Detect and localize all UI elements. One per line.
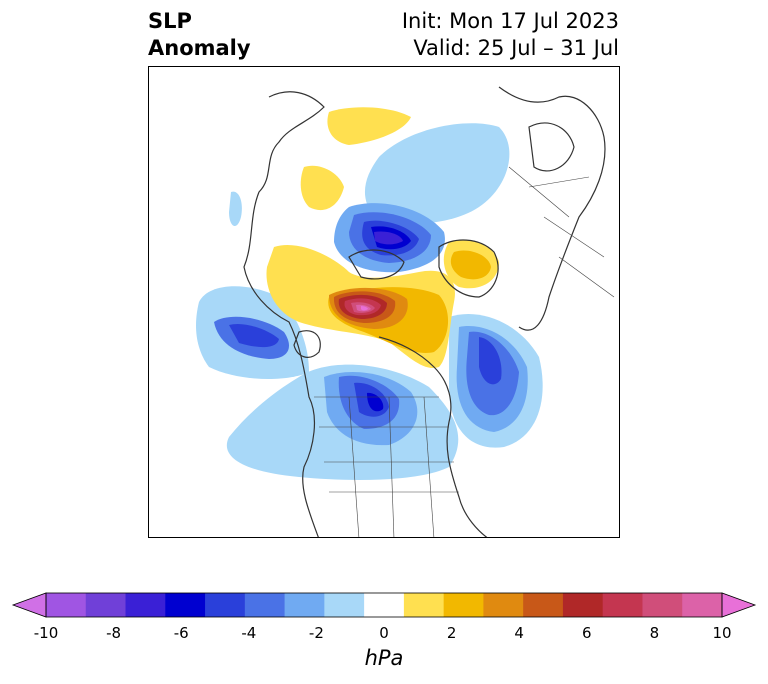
colorbar-tick-label: 8 [649, 624, 660, 642]
colorbar-cell [483, 593, 524, 617]
colorbar-outline [45, 592, 723, 618]
anomaly-map [196, 86, 615, 537]
colorbar-cell [284, 593, 325, 617]
coastlines [243, 86, 606, 537]
colorbar-cell [85, 593, 127, 617]
colorbar-cell [165, 593, 206, 617]
colorbar-tick-label: -8 [106, 624, 122, 642]
positive-anomaly-contours [266, 107, 499, 368]
colorbar-cell [46, 593, 87, 617]
colorbar-cell [562, 593, 604, 617]
colorbar-unit-label: hPa [364, 646, 404, 670]
colorbar-tick-label: 2 [446, 624, 457, 642]
forecast-dates: Init: Mon 17 Jul 2023 Valid: 25 Jul – 31… [402, 8, 619, 62]
colorbar-cell [443, 593, 484, 617]
colorbar-cell [324, 593, 365, 617]
colorbar-cell [125, 593, 166, 617]
colorbar-cell [642, 593, 683, 617]
colorbar-tick-label: -4 [241, 624, 257, 642]
colorbar-max-extension [721, 592, 757, 618]
init-date: Init: Mon 17 Jul 2023 [401, 9, 619, 33]
colorbar-tick-label: -6 [173, 624, 189, 642]
colorbar-tick-label: 6 [582, 624, 592, 642]
colorbar-tick-label: -2 [308, 624, 324, 642]
colorbar-tick-label: 0 [379, 624, 389, 642]
colorbar-cell [205, 593, 246, 617]
colorbar-cell [364, 593, 405, 617]
colorbar-cell [523, 593, 564, 617]
colorbar-tick-label: 10 [712, 624, 732, 642]
colorbar-tick-label: -10 [33, 624, 59, 642]
valid-range: Valid: 25 Jul – 31 Jul [413, 36, 619, 60]
title-line-1: SLP [148, 9, 192, 33]
map-panel [148, 66, 620, 538]
map-title: SLP Anomaly [148, 8, 251, 62]
colorbar-tick-label: 4 [514, 624, 524, 642]
colorbar-cell [244, 593, 286, 617]
colorbar-cells [46, 593, 723, 617]
borders [314, 166, 615, 537]
colorbar-cell [602, 593, 643, 617]
colorbar-cell [403, 593, 445, 617]
colorbar-cell [682, 593, 723, 617]
title-line-2: Anomaly [148, 36, 251, 60]
colorbar-min-extension [11, 592, 47, 618]
colorbar [11, 592, 757, 618]
